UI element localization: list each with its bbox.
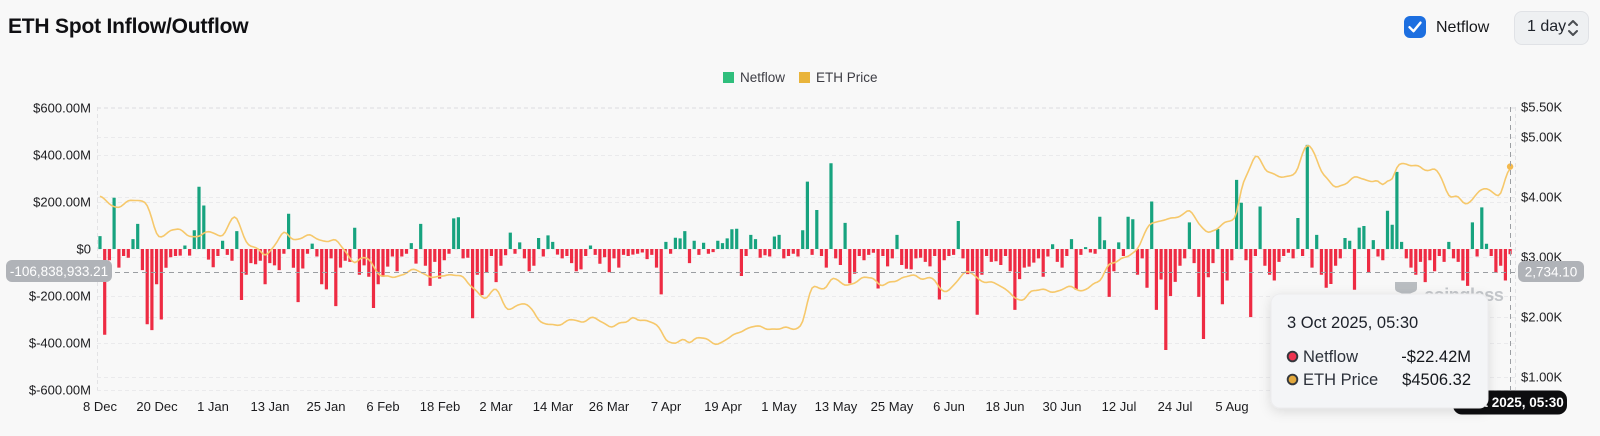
svg-text:ETH Price: ETH Price <box>1303 371 1378 389</box>
svg-text:$400.00M: $400.00M <box>33 148 91 163</box>
svg-text:$3.00K: $3.00K <box>1521 250 1563 265</box>
svg-text:$5.50K: $5.50K <box>1521 100 1563 115</box>
svg-text:$-400.00M: $-400.00M <box>29 336 91 351</box>
svg-text:6 Feb: 6 Feb <box>366 399 399 414</box>
svg-text:$2.00K: $2.00K <box>1521 310 1563 325</box>
svg-text:$5.00K: $5.00K <box>1521 130 1563 145</box>
svg-text:30 Jun: 30 Jun <box>1042 399 1081 414</box>
svg-text:2,734.10: 2,734.10 <box>1525 265 1578 280</box>
svg-text:$200.00M: $200.00M <box>33 195 91 210</box>
svg-text:5 Aug: 5 Aug <box>1215 399 1248 414</box>
svg-text:Netflow: Netflow <box>1303 348 1358 366</box>
svg-text:18 Feb: 18 Feb <box>420 399 460 414</box>
svg-text:-$22.42M: -$22.42M <box>1401 348 1471 366</box>
svg-text:7 Apr: 7 Apr <box>651 399 682 414</box>
svg-text:25 May: 25 May <box>871 399 914 414</box>
svg-text:12 Jul: 12 Jul <box>1102 399 1137 414</box>
svg-text:$600.00M: $600.00M <box>33 101 91 116</box>
svg-text:$4.00K: $4.00K <box>1521 190 1563 205</box>
svg-text:13 Jan: 13 Jan <box>250 399 289 414</box>
svg-text:$-600.00M: $-600.00M <box>29 383 91 398</box>
svg-text:18 Jun: 18 Jun <box>985 399 1024 414</box>
svg-text:-106,838,933.21: -106,838,933.21 <box>10 264 108 279</box>
svg-text:$1.00K: $1.00K <box>1521 370 1563 385</box>
svg-text:19 Apr: 19 Apr <box>704 399 742 414</box>
svg-text:$4506.32: $4506.32 <box>1402 371 1471 389</box>
svg-text:8 Dec: 8 Dec <box>83 399 117 414</box>
svg-text:26 Mar: 26 Mar <box>589 399 630 414</box>
svg-text:25 Jan: 25 Jan <box>306 399 345 414</box>
svg-text:24 Jul: 24 Jul <box>1158 399 1193 414</box>
svg-text:14 Mar: 14 Mar <box>533 399 574 414</box>
svg-text:20 Dec: 20 Dec <box>136 399 178 414</box>
svg-text:$-200.00M: $-200.00M <box>29 289 91 304</box>
svg-text:6 Jun: 6 Jun <box>933 399 965 414</box>
svg-text:2 Mar: 2 Mar <box>479 399 513 414</box>
svg-text:1 May: 1 May <box>761 399 797 414</box>
svg-text:$0: $0 <box>77 242 91 257</box>
svg-text:13 May: 13 May <box>815 399 858 414</box>
svg-text:1 Jan: 1 Jan <box>197 399 229 414</box>
svg-text:3 Oct 2025, 05:30: 3 Oct 2025, 05:30 <box>1287 314 1418 332</box>
